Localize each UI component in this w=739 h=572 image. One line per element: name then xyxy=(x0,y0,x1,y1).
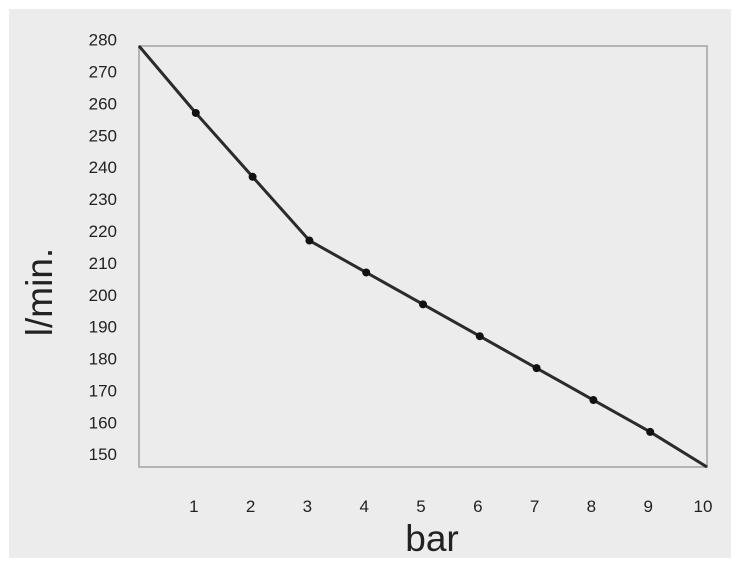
y-tick-label: 190 xyxy=(89,318,117,337)
chart-panel: 280 270 260 250 240 230 220 210 200 190 180 170 160 1… xyxy=(9,9,731,559)
y-tick-label: 210 xyxy=(89,254,117,273)
y-tick-label: 200 xyxy=(89,286,117,305)
y-tick-label: 270 xyxy=(89,63,117,82)
data-point xyxy=(248,172,257,181)
y-tick-label: 230 xyxy=(89,190,117,209)
plot-frame xyxy=(138,45,708,468)
y-tick-labels: 280 270 260 250 240 230 220 210 200 190 180 170 160 1… xyxy=(89,31,117,465)
data-markers xyxy=(191,108,655,436)
x-tick-label: 6 xyxy=(473,497,482,516)
x-tick-label: 1 xyxy=(189,497,198,516)
data-point xyxy=(475,332,484,341)
series-line xyxy=(137,45,708,469)
x-axis-title: bar xyxy=(405,518,458,559)
data-point xyxy=(191,108,200,117)
x-tick-label: 4 xyxy=(359,497,368,516)
line-chart: 2802702602502402302202102001901801701601… xyxy=(19,31,712,559)
y-axis-title: l/min. xyxy=(19,248,60,336)
y-tick-label: 240 xyxy=(89,158,117,177)
y-tick-label: 280 xyxy=(89,31,117,50)
x-tick-labels: 1 2 3 4 5 6 7 8 9 10 xyxy=(189,497,712,516)
y-tick-label: 260 xyxy=(89,94,117,113)
x-tick-label: 2 xyxy=(246,497,255,516)
x-tick-label: 9 xyxy=(643,497,652,516)
y-tick-label: 220 xyxy=(89,222,117,241)
x-tick-label: 7 xyxy=(530,497,539,516)
y-tick-label: 160 xyxy=(89,413,117,432)
data-point xyxy=(589,396,598,405)
x-tick-label: 3 xyxy=(303,497,312,516)
y-tick-label: 180 xyxy=(89,350,117,369)
y-tick-label: 170 xyxy=(89,381,117,400)
y-tick-label: 150 xyxy=(89,445,117,464)
data-point xyxy=(646,427,655,436)
data-point xyxy=(532,364,541,373)
y-tick-label: 250 xyxy=(89,126,117,145)
x-tick-label: 10 xyxy=(694,497,713,516)
x-tick-label: 8 xyxy=(587,497,596,516)
data-point xyxy=(305,236,314,245)
data-point xyxy=(362,268,371,277)
data-point xyxy=(419,300,427,309)
x-tick-label: 5 xyxy=(416,497,425,516)
